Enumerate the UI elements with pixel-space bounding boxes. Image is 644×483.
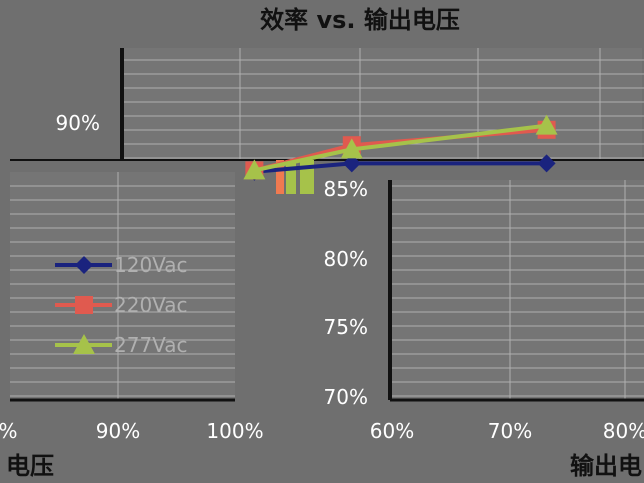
data-point — [243, 159, 266, 180]
plot-panel-left — [10, 172, 235, 400]
legend-label: 277Vac — [114, 333, 188, 357]
data-point — [535, 114, 558, 135]
data-point — [340, 138, 363, 159]
x-tick-label: 100% — [206, 419, 263, 443]
legend-marker — [75, 256, 93, 274]
legend-label: 120Vac — [114, 253, 188, 277]
x-tick-label: 80% — [603, 419, 644, 443]
y-tick-label: 75% — [324, 315, 368, 339]
glitch-bar — [276, 160, 284, 194]
legend-marker — [75, 296, 93, 314]
data-point — [537, 154, 556, 173]
series-layer — [243, 114, 558, 181]
x-tick-label: 70% — [488, 419, 532, 443]
data-point — [342, 154, 361, 173]
grid-layer — [10, 48, 644, 400]
y-tick-label: 70% — [324, 385, 368, 409]
y-tick-label: 80% — [324, 247, 368, 271]
glitch-bar — [286, 160, 296, 194]
x-tick-label: % — [0, 419, 18, 443]
y-tick-label: 85% — [324, 177, 368, 201]
legend-label: 220Vac — [114, 293, 188, 317]
x-axis-title: 输出电 — [570, 452, 642, 480]
x-axis-title-fragment: 电压 — [6, 452, 54, 480]
chart-title: 效率 vs. 输出电压 — [260, 6, 460, 34]
chart-legend: 120Vac 220Vac 277Vac — [55, 253, 188, 357]
series-line — [254, 161, 547, 174]
x-tick-label: 90% — [96, 419, 140, 443]
x-tick-label: 60% — [370, 419, 414, 443]
legend-marker — [73, 334, 95, 354]
plot-panel-right — [390, 180, 644, 400]
y-tick-label: 90% — [56, 111, 100, 135]
